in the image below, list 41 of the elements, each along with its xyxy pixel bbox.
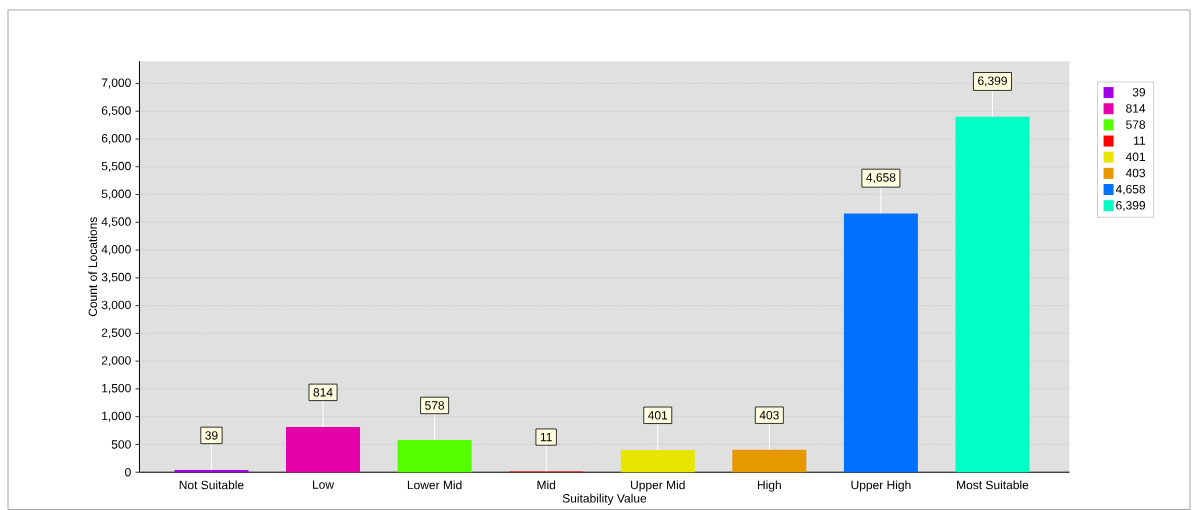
x-tick-label: Mid (537, 480, 556, 490)
y-tick-label: 3,500 (101, 272, 131, 283)
y-tick-label: 4,500 (101, 217, 131, 228)
legend-label: 401 (1125, 152, 1145, 162)
y-tick-label: 500 (111, 440, 131, 449)
data-label: 6,399 (978, 76, 1007, 87)
x-tick-label: Lower Mid (407, 480, 462, 490)
data-label: 403 (759, 410, 779, 420)
y-axis-title: Count of Locations (88, 217, 98, 317)
y-tick-label: 2,500 (101, 328, 131, 339)
legend-label: 4,658 (1115, 184, 1146, 195)
data-label: 814 (313, 388, 333, 397)
y-tick-label: 5,500 (101, 161, 131, 172)
x-axis-title: Suitability Value (562, 493, 647, 505)
x-tick-label: Upper High (851, 480, 911, 492)
x-tick-label: High (757, 480, 781, 492)
legend-label: 39 (1132, 87, 1146, 97)
legend-label: 578 (1126, 120, 1146, 129)
y-tick-label: 1,500 (102, 383, 131, 394)
data-label: 578 (425, 401, 445, 410)
legend-label: 11 (1134, 136, 1146, 145)
y-tick-label: 5,000 (101, 189, 131, 200)
x-tick-label: Low (313, 480, 335, 489)
legend-label: 814 (1126, 104, 1146, 113)
y-tick-label: 4,000 (101, 245, 131, 256)
y-tick-label: 3,000 (101, 300, 131, 311)
data-label: 401 (648, 411, 668, 420)
y-tick-label: 6,000 (101, 134, 131, 144)
data-label: 39 (205, 431, 218, 440)
data-label: 11 (540, 432, 552, 442)
data-label: 4,658 (866, 173, 896, 184)
x-tick-label: Not Suitable (179, 480, 244, 490)
x-tick-label: Upper Mid (631, 480, 685, 492)
x-tick-label: Most Suitable (957, 480, 1029, 490)
legend-label: 6,399 (1116, 201, 1146, 212)
y-tick-label: 0 (125, 467, 131, 477)
y-tick-label: 1,000 (102, 411, 131, 422)
y-tick-label: 2,000 (101, 356, 131, 367)
y-tick-label: 7,000 (101, 78, 131, 89)
legend-label: 403 (1125, 168, 1146, 178)
y-tick-label: 6,500 (101, 106, 131, 117)
